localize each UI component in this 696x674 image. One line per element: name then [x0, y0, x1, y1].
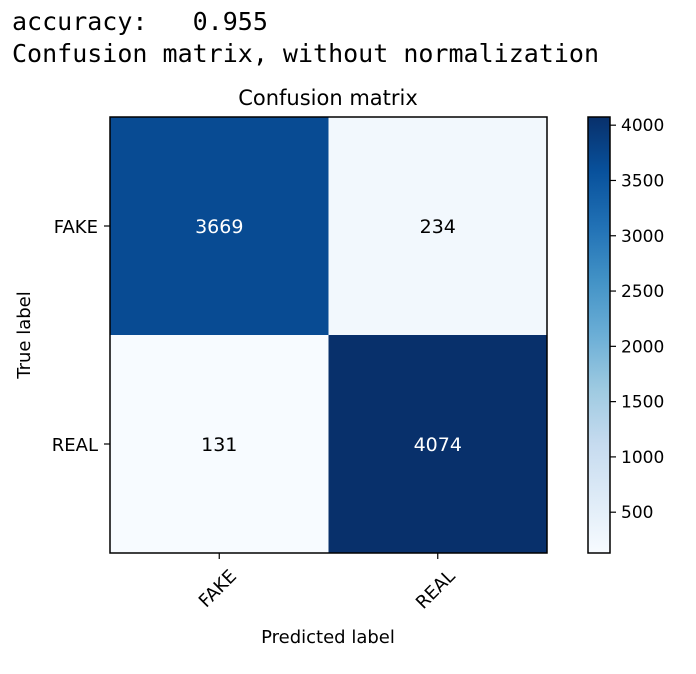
colorbar-tick-label: 2500 — [621, 282, 664, 302]
matrix-cell — [110, 117, 329, 335]
y-tick-label: FAKE — [54, 217, 98, 238]
colorbar-tick-label: 3000 — [621, 227, 664, 247]
colorbar-tick-label: 1500 — [621, 393, 664, 413]
colorbar — [587, 116, 611, 554]
cell-value-label: 3669 — [195, 216, 243, 238]
colorbar-tick-label: 4000 — [621, 116, 664, 136]
colorbar-tick-label: 2000 — [621, 337, 664, 357]
matrix-cell — [328, 335, 547, 553]
accuracy-line: accuracy: 0.955 — [12, 7, 268, 36]
y-axis-label: True label — [14, 291, 35, 380]
cell-value-label: 4074 — [414, 434, 462, 456]
confusion-matrix-figure: Confusion matrix 3669 234 131 4074 FAKE REAL… — [14, 86, 664, 648]
x-tick-label: REAL — [412, 566, 460, 614]
plot-frame — [109, 116, 548, 554]
y-tick-label: REAL — [52, 435, 98, 456]
colorbar-tick-label: 500 — [621, 503, 653, 523]
x-tick-label: FAKE — [195, 566, 241, 612]
colorbar-tick-label: 3500 — [621, 171, 664, 191]
colorbar-tick-label: 1000 — [621, 448, 664, 468]
console-output: accuracy: 0.955 Confusion matrix, without… — [12, 6, 599, 70]
matrix-caption-line: Confusion matrix, without normalization — [12, 39, 599, 68]
cell-value-label: 234 — [420, 216, 456, 238]
chart-title: Confusion matrix — [238, 86, 418, 110]
x-axis-label: Predicted label — [261, 627, 395, 648]
matrix-cell — [110, 335, 329, 553]
matrix-cell — [328, 117, 547, 335]
cell-value-label: 131 — [201, 434, 237, 456]
